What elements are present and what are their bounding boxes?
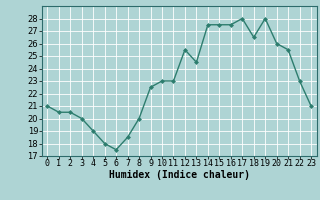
X-axis label: Humidex (Indice chaleur): Humidex (Indice chaleur) xyxy=(109,170,250,180)
